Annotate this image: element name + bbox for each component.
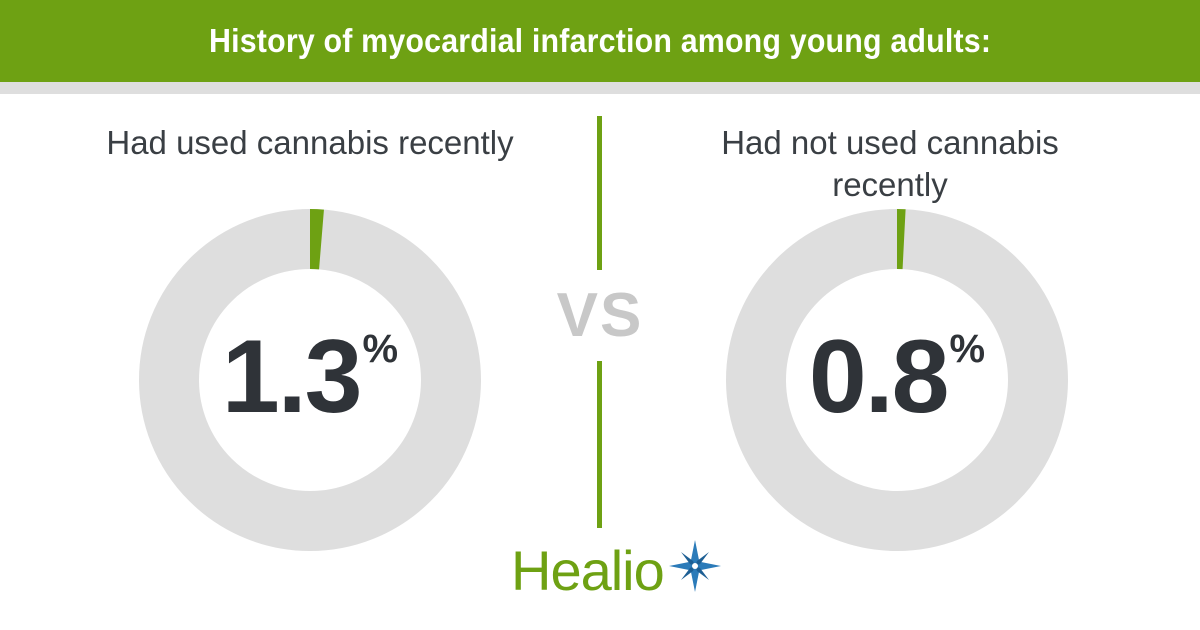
page-title: History of myocardial infarction among y… [208,22,992,59]
healio-logo: Healio [507,538,727,608]
right-donut-value: 0.8% [727,318,1067,437]
left-panel-label: Had used cannabis recently [106,124,514,161]
divider-line-bottom [597,361,602,528]
header-divider-band [0,82,1200,94]
right-value-number: 0.8 [808,319,950,435]
right-value-unit: % [949,327,986,371]
header-bar: History of myocardial infarction among y… [0,0,1200,82]
vs-label: VS [556,281,644,350]
left-value-unit: % [362,327,399,371]
right-panel-label: Had not used cannabis recently [721,124,1059,203]
healio-star-icon [669,540,721,592]
divider-line-top [597,116,602,270]
logo-text: Healio [511,539,665,602]
left-donut-value: 1.3% [140,318,480,437]
left-value-number: 1.3 [221,319,363,435]
